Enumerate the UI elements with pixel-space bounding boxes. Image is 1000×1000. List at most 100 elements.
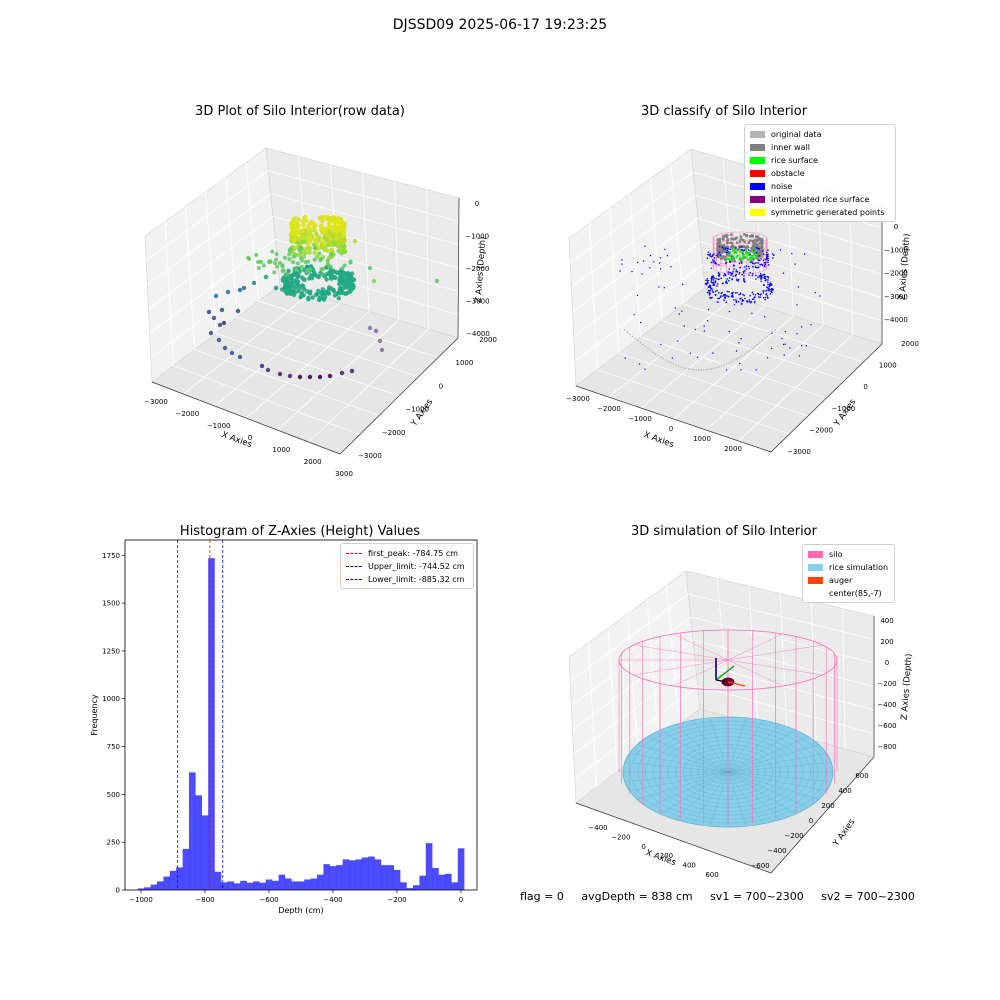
- noise-point: [764, 263, 766, 266]
- histogram-bar: [144, 887, 151, 890]
- data-point: [300, 232, 305, 237]
- data-point: [289, 276, 294, 282]
- noise-point: [716, 283, 719, 285]
- histogram-bar: [374, 859, 382, 890]
- rice-surface-point: [728, 251, 731, 254]
- data-point: [313, 237, 319, 242]
- noise-point: [769, 293, 772, 295]
- wall-point: [752, 246, 755, 249]
- histogram-bar: [457, 848, 465, 890]
- legend-item: interpolated rice surface: [750, 193, 890, 206]
- data-point: [341, 236, 347, 241]
- noise-point: [677, 340, 679, 342]
- original-point: [659, 356, 662, 358]
- noise-point: [749, 301, 752, 304]
- noise-point: [764, 296, 767, 299]
- noise-point: [707, 279, 709, 282]
- wall-point: [745, 234, 749, 237]
- wall-point: [751, 234, 754, 238]
- noise-point: [728, 330, 730, 333]
- noise-point: [743, 272, 745, 274]
- noise-point: [738, 262, 741, 265]
- histogram-bar: [157, 881, 164, 890]
- wall-point: [735, 241, 739, 245]
- rice-mesh-spoke: [629, 771, 729, 791]
- rice-surface-point: [725, 257, 729, 260]
- noise-point: [720, 277, 722, 280]
- histogram-bar: [182, 848, 190, 890]
- data-point: [247, 256, 252, 261]
- data-point: [320, 296, 326, 302]
- noise-point: [745, 300, 748, 302]
- silo-top-spoke: [727, 644, 823, 661]
- legend-swatch: [750, 170, 765, 177]
- x-tick-label: 0: [669, 425, 673, 433]
- noise-point: [706, 282, 709, 285]
- noise-point: [760, 258, 762, 260]
- rice-surface-point: [748, 252, 751, 255]
- noise-point: [766, 251, 768, 254]
- rice-mesh-spoke: [727, 771, 796, 815]
- data-point: [295, 274, 300, 279]
- z-tick-label: −800: [877, 743, 896, 751]
- wall-point: [759, 249, 763, 252]
- legend-swatch: [750, 209, 765, 216]
- y-tick-label: 400: [838, 787, 851, 795]
- data-point: [208, 330, 214, 336]
- noise-point: [709, 253, 712, 255]
- noise-point: [766, 357, 769, 359]
- noise-point: [710, 261, 713, 264]
- histogram-bar: [163, 876, 170, 890]
- noise-point: [737, 300, 740, 303]
- data-point: [291, 260, 296, 265]
- rice-mesh-spoke: [660, 729, 729, 773]
- noise-point: [735, 350, 738, 352]
- data-point: [296, 261, 300, 266]
- wall-point: [733, 237, 737, 241]
- noise-point: [726, 247, 729, 250]
- legend-swatch: [808, 551, 823, 558]
- histogram-bar: [259, 882, 266, 890]
- noise-point: [767, 261, 769, 264]
- original-point: [761, 339, 764, 342]
- legend-label: interpolated rice surface: [771, 195, 870, 204]
- noise-point: [738, 271, 741, 274]
- noise-point: [732, 264, 735, 267]
- z-tick-label: −1000: [465, 233, 489, 241]
- rice-mesh-spoke: [727, 771, 832, 782]
- rice-surface-point: [731, 256, 735, 259]
- noise-point: [705, 282, 708, 285]
- data-point: [289, 221, 295, 226]
- noise-point: [789, 347, 791, 349]
- original-point: [718, 366, 720, 368]
- wall-point: [723, 255, 727, 259]
- histogram-bar: [265, 879, 273, 890]
- y-tick-label: −2000: [809, 426, 833, 434]
- histogram-bar: [361, 857, 369, 890]
- original-point: [664, 359, 667, 361]
- z-tick-label: −200: [877, 680, 896, 688]
- noise-point: [760, 277, 763, 280]
- legend-swatch: [750, 144, 765, 151]
- x-axis-line: [575, 385, 772, 453]
- x-tick-label: 2000: [304, 458, 322, 466]
- data-point: [241, 285, 247, 291]
- wall-point: [719, 257, 723, 261]
- histogram-bar: [438, 874, 446, 890]
- histogram-bar: [425, 843, 433, 890]
- noise-point: [766, 275, 768, 278]
- histogram-bar: [195, 795, 202, 890]
- noise-point: [709, 284, 711, 287]
- histogram-bar: [310, 878, 318, 890]
- wall-point: [760, 241, 763, 245]
- noise-point: [762, 253, 765, 255]
- noise-point: [770, 288, 773, 290]
- wall-point: [733, 259, 737, 263]
- noise-point: [707, 289, 710, 292]
- noise-point: [760, 263, 763, 266]
- data-point: [273, 285, 279, 291]
- data-point: [332, 274, 337, 280]
- noise-point: [798, 355, 801, 357]
- noise-point: [671, 357, 673, 359]
- noise-point: [739, 362, 741, 365]
